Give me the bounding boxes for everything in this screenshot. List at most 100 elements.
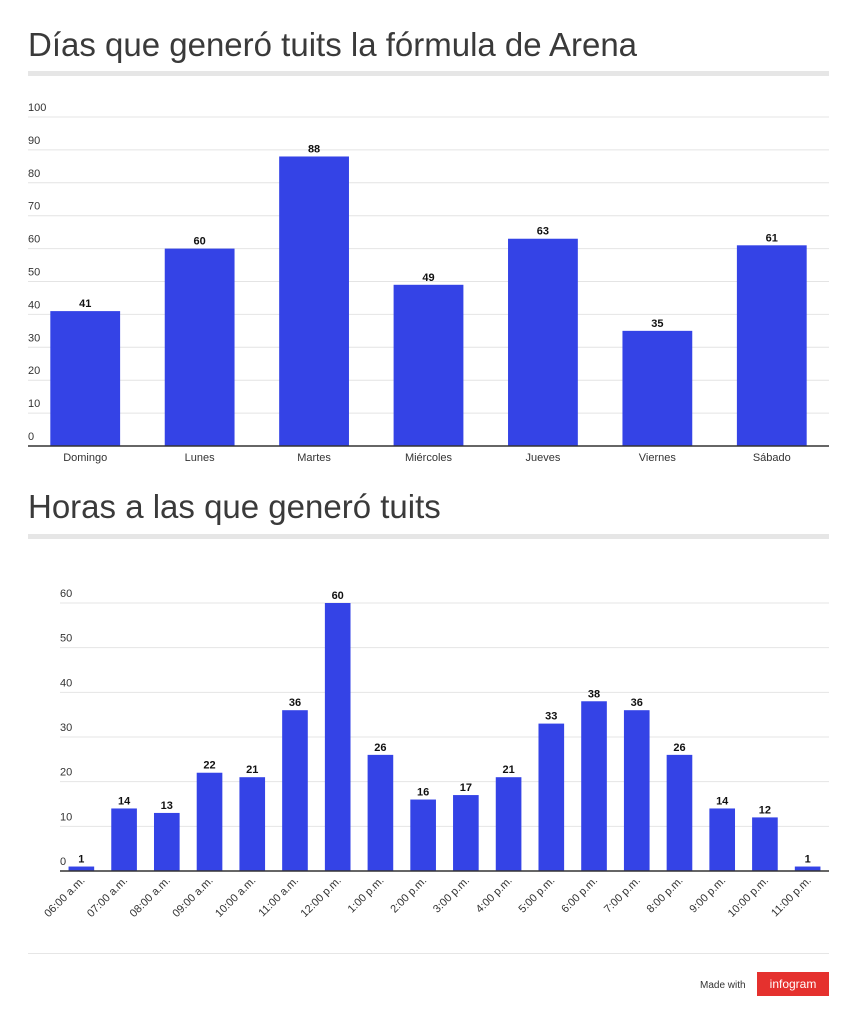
chart2-data-label: 36 — [289, 697, 301, 709]
chart2-category-label: 11:00 p.m. — [769, 875, 814, 920]
chart2-ytick-label: 50 — [60, 633, 72, 645]
chart2-bar — [153, 812, 180, 871]
chart2-bar — [794, 866, 821, 871]
chart2-category-label: 10:00 a.m. — [213, 875, 258, 920]
chart1-data-label: 60 — [194, 236, 206, 248]
chart2-category-label: 8:00 p.m. — [645, 875, 686, 916]
chart2-bar — [367, 754, 394, 871]
chart1-title: Días que generó tuits la fórmula de Aren… — [28, 26, 638, 63]
chart1-svg: 0 10 20 30 40 50 60 70 80 90 100 41 Domingo 60 Lunes 88… — [28, 102, 829, 464]
chart2-category-label: 4:00 p.m. — [474, 875, 515, 916]
chart2-category-label: 9:00 p.m. — [687, 875, 728, 916]
chart1-ytick-label: 30 — [28, 332, 40, 344]
chart1-bar — [50, 311, 121, 446]
chart2-category-label: 07:00 a.m. — [85, 875, 130, 920]
chart1-title-rule — [28, 71, 829, 76]
chart2-category-label: 6:00 p.m. — [559, 875, 600, 916]
chart2-bar — [196, 772, 223, 871]
chart2-data-label: 14 — [118, 795, 131, 807]
chart1-bar — [508, 238, 578, 446]
chart2-data-label: 60 — [332, 590, 344, 602]
chart2-ytick-label: 60 — [60, 588, 72, 600]
chart2-data-label: 26 — [374, 742, 386, 754]
chart1-category-label: Martes — [297, 452, 331, 464]
footer-divider — [28, 953, 829, 954]
chart1-category-label: Lunes — [185, 452, 215, 464]
chart1-ytick-label: 100 — [28, 102, 46, 114]
chart1-data-label: 63 — [537, 226, 549, 238]
chart2-bar — [453, 795, 479, 871]
chart2-title-rule — [28, 534, 829, 539]
chart2-ytick-label: 40 — [60, 677, 72, 689]
chart2-bar — [282, 710, 308, 871]
chart2-bar — [623, 710, 650, 871]
made-with-label: Made with — [700, 980, 746, 991]
chart1-ytick-label: 70 — [28, 201, 40, 213]
chart2-category-label: 08:00 a.m. — [128, 875, 173, 920]
chart2-bar — [239, 777, 266, 871]
chart2-bar — [410, 799, 436, 871]
chart2-data-label: 12 — [759, 804, 771, 816]
chart2-data-label: 21 — [246, 764, 258, 776]
chart2-data-label: 17 — [460, 782, 472, 794]
infogram-logo[interactable]: infogram — [757, 972, 829, 996]
chart1-data-label: 41 — [79, 298, 91, 310]
chart1-category-label: Miércoles — [405, 452, 453, 464]
chart2-bar — [324, 603, 351, 871]
chart2-data-label: 13 — [161, 800, 173, 812]
chart1-ytick-label: 50 — [28, 267, 40, 279]
chart1-ytick-label: 40 — [28, 299, 40, 311]
chart1-category-label: Sábado — [753, 452, 791, 464]
chart2-bar — [68, 866, 95, 871]
chart2-category-label: 7:00 p.m. — [602, 875, 643, 916]
chart1-category-label: Viernes — [639, 452, 677, 464]
chart1-bar — [622, 330, 693, 446]
chart2-bar — [111, 808, 137, 871]
chart2-bar — [538, 723, 565, 871]
chart2-bar — [581, 701, 607, 871]
chart2-svg: 0 10 20 30 40 50 60 1 06:00 a.m. 14 07:00 a.m. 13 08… — [42, 588, 829, 920]
chart1-ytick-label: 10 — [28, 398, 40, 410]
chart2-bar — [709, 808, 736, 871]
chart2-data-label: 1 — [78, 854, 84, 866]
chart1-data-label: 61 — [766, 232, 778, 244]
chart2-bar — [752, 817, 778, 871]
chart1-ytick-label: 20 — [28, 365, 40, 377]
chart2-data-label: 1 — [805, 854, 811, 866]
chart2-category-label: 3:00 p.m. — [431, 875, 472, 916]
chart1-bar — [164, 248, 235, 446]
chart2-category-label: 10:00 p.m. — [726, 875, 771, 920]
chart1-data-label: 88 — [308, 143, 320, 155]
chart2-category-label: 11:00 a.m. — [256, 875, 301, 920]
chart1-bar — [736, 245, 807, 446]
chart2-category-label: 1:00 p.m. — [346, 875, 387, 916]
chart1-ytick-label: 0 — [28, 431, 34, 443]
chart2-category-label: 12:00 p.m. — [299, 875, 344, 920]
chart1-data-label: 49 — [422, 272, 434, 284]
chart2-category-label: 06:00 a.m. — [42, 875, 87, 920]
chart1-ytick-label: 60 — [28, 234, 40, 246]
chart2-category-label: 5:00 p.m. — [517, 875, 558, 916]
chart2-data-label: 38 — [588, 688, 600, 700]
chart2-data-label: 33 — [545, 711, 557, 723]
chart2-data-label: 22 — [203, 760, 215, 772]
chart1-data-label: 35 — [651, 318, 663, 330]
chart1-bar — [279, 156, 349, 447]
chart2-ytick-label: 0 — [60, 856, 66, 868]
chart2-ytick-label: 20 — [60, 767, 72, 779]
chart2-bar — [495, 777, 522, 871]
chart2-ytick-label: 10 — [60, 811, 72, 823]
chart1-category-label: Jueves — [525, 452, 560, 464]
chart1-category-label: Domingo — [63, 452, 107, 464]
chart1-bar — [393, 284, 464, 446]
chart2-data-label: 14 — [716, 795, 729, 807]
chart2-title: Horas a las que generó tuits — [28, 488, 441, 525]
chart2-bar — [666, 754, 693, 871]
chart2-data-label: 36 — [631, 697, 643, 709]
chart1-ytick-label: 80 — [28, 168, 40, 180]
chart2-category-label: 09:00 a.m. — [170, 875, 215, 920]
chart2-data-label: 21 — [502, 764, 514, 776]
chart2-ytick-label: 30 — [60, 722, 72, 734]
chart2-data-label: 16 — [417, 787, 429, 799]
chart2-data-label: 26 — [673, 742, 685, 754]
